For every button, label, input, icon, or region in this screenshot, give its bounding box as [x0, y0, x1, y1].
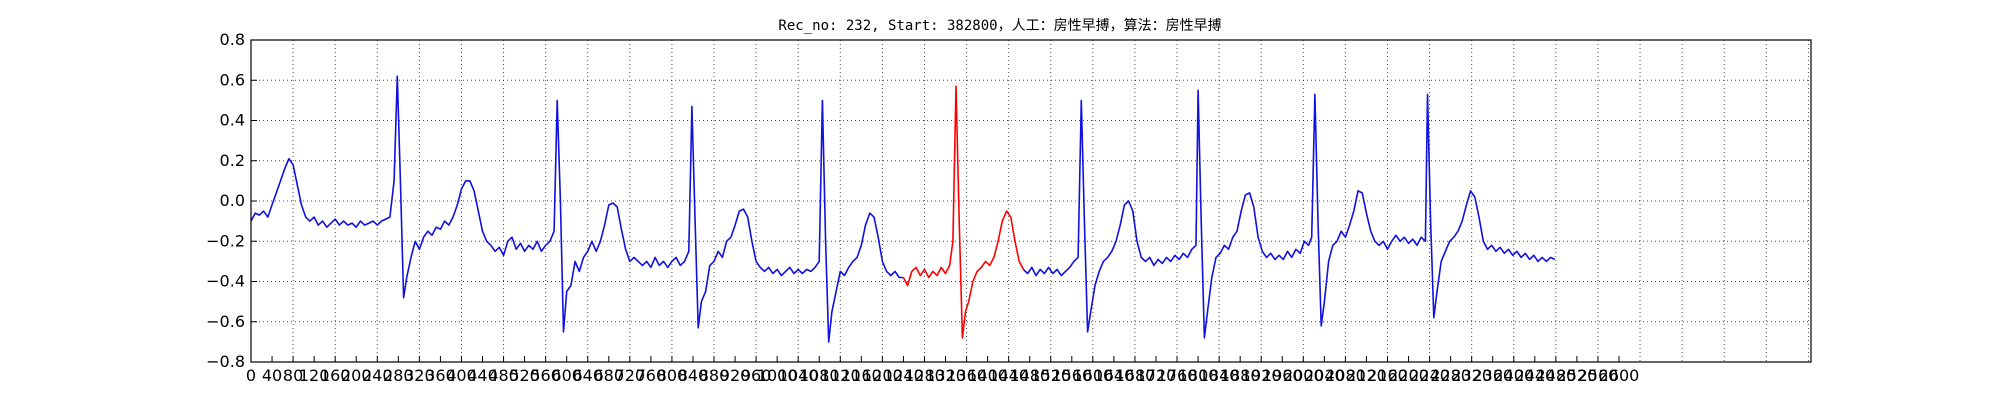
- x-tick-label: 2200: [1388, 366, 1429, 385]
- x-tick-label: 1240: [883, 366, 924, 385]
- data-layer: [250, 75, 1556, 343]
- x-tick-label: 920: [720, 366, 751, 385]
- x-tick-label: 2440: [1514, 366, 1555, 385]
- x-tick-label: 600: [551, 366, 582, 385]
- x-tick-label: 200: [341, 366, 372, 385]
- x-tick-label: 1840: [1199, 366, 1240, 385]
- x-tick-label: 1000: [757, 366, 798, 385]
- x-tick-label: 40: [262, 366, 282, 385]
- x-tick-label: 1360: [946, 366, 987, 385]
- y-tick-label: 0.0: [220, 191, 245, 210]
- x-tick-label: 2000: [1283, 366, 1324, 385]
- ecg-trace-segment: [250, 75, 904, 343]
- y-tick-label: −0.8: [206, 352, 245, 371]
- x-tick-label: 440: [467, 366, 498, 385]
- x-axis: 0 40 8012016020024028032036040044048052056…: [246, 356, 1639, 385]
- x-tick-label: 1920: [1241, 366, 1282, 385]
- chart-title: Rec_no: 232, Start: 382800，人工：房性早搏，算法：房性…: [778, 17, 1221, 34]
- grid-layer: [251, 40, 1811, 362]
- x-tick-label: 1720: [1136, 366, 1177, 385]
- x-tick-label: 1320: [925, 366, 966, 385]
- y-tick-label: 0.2: [220, 151, 245, 170]
- y-tick-label: −0.2: [206, 231, 245, 250]
- x-tick-label: 240: [362, 366, 393, 385]
- y-tick-label: −0.4: [206, 272, 245, 291]
- x-tick-label: 400: [446, 366, 477, 385]
- x-tick-label: 360: [425, 366, 456, 385]
- x-tick-label: 480: [488, 366, 519, 385]
- x-tick-label: 0: [246, 366, 256, 385]
- x-tick-label: 520: [509, 366, 540, 385]
- x-tick-label: 2520: [1557, 366, 1598, 385]
- x-tick-label: 1040: [778, 366, 819, 385]
- ecg-trace-segment: [1022, 89, 1556, 339]
- x-tick-label: 880: [699, 366, 730, 385]
- ecg-highlight-segment: [902, 85, 1025, 339]
- x-tick-label: 1400: [967, 366, 1008, 385]
- x-tick-label: 80: [283, 366, 303, 385]
- x-tick-label: 1680: [1115, 366, 1156, 385]
- y-tick-label: 0.6: [220, 70, 245, 89]
- x-tick-label: 1480: [1009, 366, 1050, 385]
- x-tick-label: 120: [299, 366, 330, 385]
- x-tick-label: 2480: [1536, 366, 1577, 385]
- x-tick-label: 1440: [988, 366, 1029, 385]
- x-tick-label: 1080: [799, 366, 840, 385]
- x-tick-label: 1600: [1072, 366, 1113, 385]
- x-tick-label: 720: [615, 366, 646, 385]
- x-tick-label: 560: [530, 366, 561, 385]
- x-tick-label: 960: [741, 366, 772, 385]
- x-tick-label: 2080: [1325, 366, 1366, 385]
- x-tick-label: 680: [594, 366, 625, 385]
- x-tick-label: 1280: [904, 366, 945, 385]
- x-tick-label: 320: [404, 366, 435, 385]
- x-tick-label: 1880: [1220, 366, 1261, 385]
- x-tick-label: 840: [678, 366, 709, 385]
- x-tick-label: 2120: [1346, 366, 1387, 385]
- x-tick-label: 1800: [1178, 366, 1219, 385]
- x-tick-label: 800: [657, 366, 688, 385]
- x-tick-label: 1520: [1030, 366, 1071, 385]
- x-tick-label: 760: [636, 366, 667, 385]
- x-tick-label: 2600: [1599, 366, 1640, 385]
- x-tick-label: 160: [320, 366, 351, 385]
- x-tick-label: 2320: [1451, 366, 1492, 385]
- x-tick-label: 1160: [841, 366, 882, 385]
- y-tick-label: 0.8: [220, 30, 245, 49]
- x-tick-label: 1200: [862, 366, 903, 385]
- x-tick-label: 1640: [1094, 366, 1135, 385]
- x-tick-label: 2240: [1409, 366, 1450, 385]
- x-tick-label: 2360: [1472, 366, 1513, 385]
- x-tick-label: 2400: [1493, 366, 1534, 385]
- y-axis: 0.8 0.6 0.4 0.2 0.0 −0.2 −0.4 −0.6 −0.8: [206, 30, 257, 371]
- x-tick-label: 1120: [820, 366, 861, 385]
- x-tick-label: 640: [572, 366, 603, 385]
- x-tick-label: 2280: [1430, 366, 1471, 385]
- x-tick-label: 1560: [1051, 366, 1092, 385]
- y-tick-label: 0.4: [220, 111, 245, 130]
- x-tick-label: 2040: [1304, 366, 1345, 385]
- x-tick-label: 2560: [1578, 366, 1619, 385]
- x-tick-label: 280: [383, 366, 414, 385]
- x-tick-label: 1760: [1157, 366, 1198, 385]
- x-tick-label: 2160: [1367, 366, 1408, 385]
- x-tick-label: 1960: [1262, 366, 1303, 385]
- y-tick-label: −0.6: [206, 312, 245, 331]
